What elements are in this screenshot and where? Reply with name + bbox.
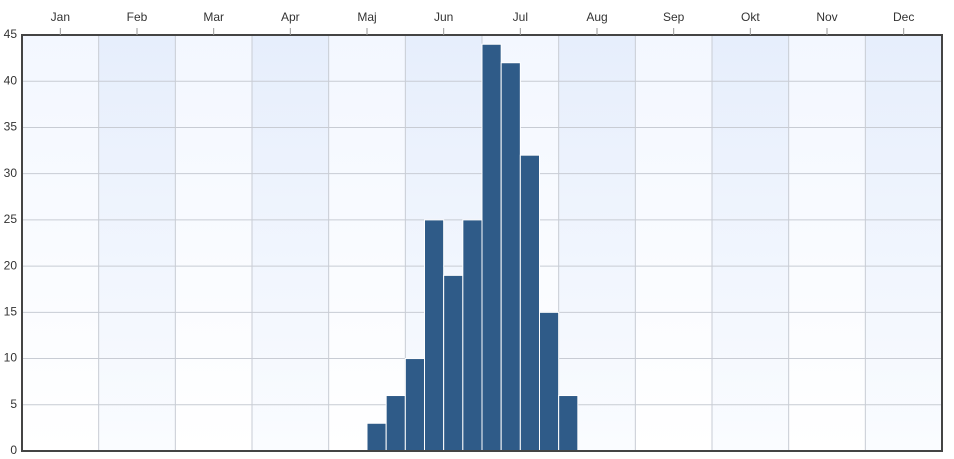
x-tick-label: Apr	[281, 10, 300, 24]
y-tick-label: 40	[4, 73, 18, 87]
bar	[404, 358, 426, 452]
bar	[481, 43, 502, 452]
plot	[22, 34, 942, 452]
x-tick-label: Jun	[434, 10, 453, 24]
bar	[500, 62, 521, 452]
column-shade	[712, 35, 789, 451]
x-tick-label: Aug	[586, 10, 607, 24]
column-shade	[558, 35, 636, 451]
y-tick-label: 15	[4, 305, 18, 319]
y-tick-label: 10	[4, 351, 18, 365]
x-tick-label: Jul	[513, 10, 528, 24]
bar	[519, 154, 540, 452]
column-shade	[98, 35, 176, 451]
y-tick-label: 20	[4, 258, 18, 272]
y-tick-label: 35	[4, 120, 18, 134]
x-tick-label: Mar	[203, 10, 224, 24]
x-tick-label: Maj	[357, 10, 376, 24]
x-tick-label: Okt	[741, 10, 760, 24]
column-shade	[865, 35, 942, 451]
bar	[385, 395, 406, 452]
bar	[558, 395, 579, 452]
y-tick-label: 45	[4, 27, 18, 41]
y-tick-label: 0	[10, 443, 17, 457]
bar	[366, 422, 387, 452]
bar	[443, 274, 464, 452]
column-shade	[252, 35, 329, 451]
bar	[424, 219, 445, 452]
y-tick-label: 5	[10, 397, 17, 411]
y-tick-label: 30	[4, 166, 18, 180]
x-tick-label: Nov	[816, 10, 837, 24]
x-tick-label: Jan	[51, 10, 70, 24]
x-tick-label: Sep	[663, 10, 685, 24]
x-tick-label: Feb	[127, 10, 148, 24]
plot-frame	[21, 34, 943, 452]
x-tick-label: Dec	[893, 10, 914, 24]
bar	[462, 219, 483, 452]
y-tick-label: 25	[4, 212, 18, 226]
bar	[539, 311, 560, 452]
